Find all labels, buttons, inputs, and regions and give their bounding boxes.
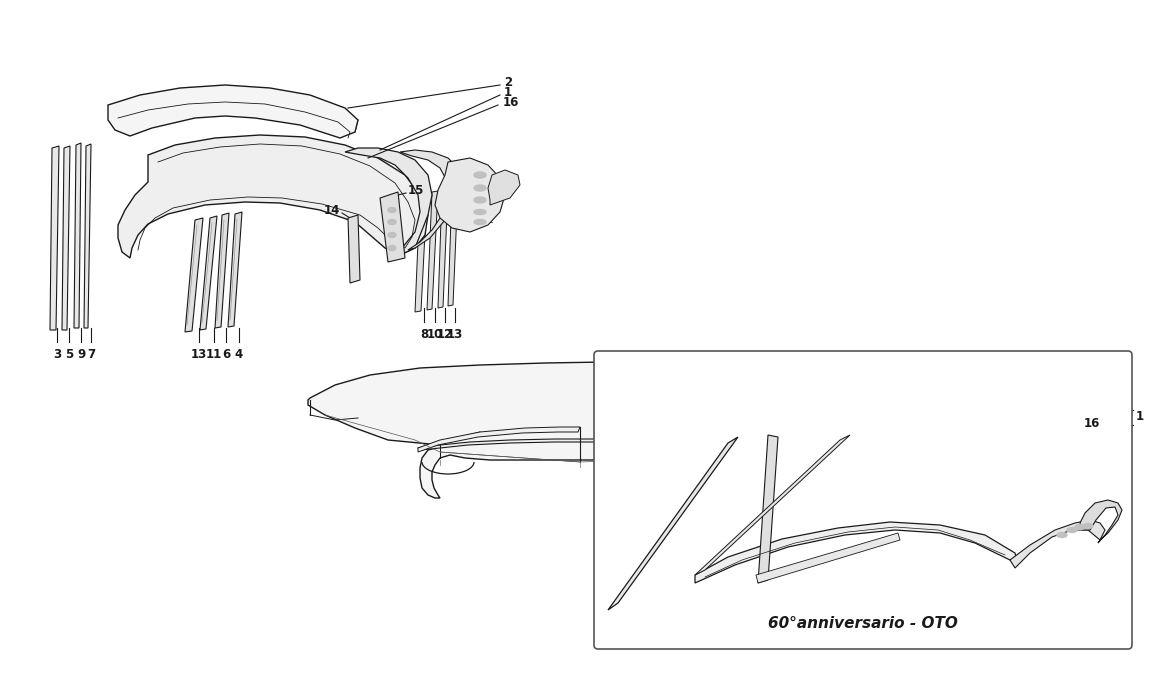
Polygon shape: [435, 158, 505, 232]
Polygon shape: [748, 430, 782, 450]
Ellipse shape: [1057, 533, 1067, 538]
Text: 1: 1: [504, 87, 512, 100]
Polygon shape: [1010, 520, 1105, 568]
Polygon shape: [345, 148, 432, 255]
Text: 7: 7: [87, 348, 95, 361]
Polygon shape: [228, 212, 242, 327]
Polygon shape: [417, 439, 748, 455]
Polygon shape: [108, 85, 358, 138]
Polygon shape: [695, 435, 850, 575]
Polygon shape: [74, 143, 81, 328]
Polygon shape: [118, 135, 428, 258]
Text: 2: 2: [504, 76, 512, 89]
Ellipse shape: [474, 197, 486, 203]
Polygon shape: [348, 215, 360, 283]
Polygon shape: [49, 146, 59, 330]
Ellipse shape: [474, 219, 486, 225]
Text: 6: 6: [222, 348, 230, 361]
Ellipse shape: [1075, 525, 1084, 529]
Polygon shape: [415, 194, 427, 312]
Polygon shape: [695, 522, 1018, 583]
Text: 9: 9: [77, 348, 85, 361]
Polygon shape: [62, 146, 70, 330]
Text: 13: 13: [191, 348, 207, 361]
Ellipse shape: [388, 208, 396, 212]
Polygon shape: [488, 170, 520, 205]
Ellipse shape: [388, 245, 396, 251]
Text: 14: 14: [323, 204, 340, 217]
Polygon shape: [417, 427, 580, 452]
Polygon shape: [200, 216, 217, 330]
Ellipse shape: [388, 232, 396, 238]
Text: 5: 5: [64, 348, 74, 361]
Text: 13: 13: [447, 328, 463, 341]
Text: 16: 16: [503, 96, 520, 109]
Polygon shape: [756, 533, 900, 583]
Polygon shape: [427, 191, 438, 310]
Polygon shape: [400, 150, 460, 250]
Ellipse shape: [1083, 523, 1092, 529]
Text: 15: 15: [408, 184, 424, 197]
Polygon shape: [308, 362, 845, 498]
Text: 1: 1: [1136, 410, 1144, 423]
Polygon shape: [84, 144, 91, 328]
Bar: [636, 454, 647, 458]
Polygon shape: [185, 218, 204, 332]
Polygon shape: [1080, 500, 1122, 543]
Ellipse shape: [388, 219, 396, 225]
Text: 16: 16: [1083, 417, 1101, 430]
Text: 12: 12: [437, 328, 453, 341]
Ellipse shape: [474, 210, 486, 214]
Bar: [636, 448, 647, 452]
Text: 8: 8: [420, 328, 428, 341]
Ellipse shape: [474, 172, 486, 178]
FancyBboxPatch shape: [595, 351, 1132, 649]
Polygon shape: [380, 192, 405, 262]
Text: 60°anniversario - OTO: 60°anniversario - OTO: [768, 615, 958, 630]
Ellipse shape: [1067, 527, 1078, 533]
Polygon shape: [758, 435, 779, 583]
Polygon shape: [215, 213, 229, 328]
Text: 10: 10: [427, 328, 443, 341]
Text: 4: 4: [235, 348, 243, 361]
Text: 11: 11: [206, 348, 222, 361]
Polygon shape: [448, 187, 458, 306]
Bar: [636, 442, 647, 446]
Text: 3: 3: [53, 348, 61, 361]
Polygon shape: [438, 189, 449, 308]
Polygon shape: [608, 437, 738, 610]
Ellipse shape: [474, 185, 486, 191]
